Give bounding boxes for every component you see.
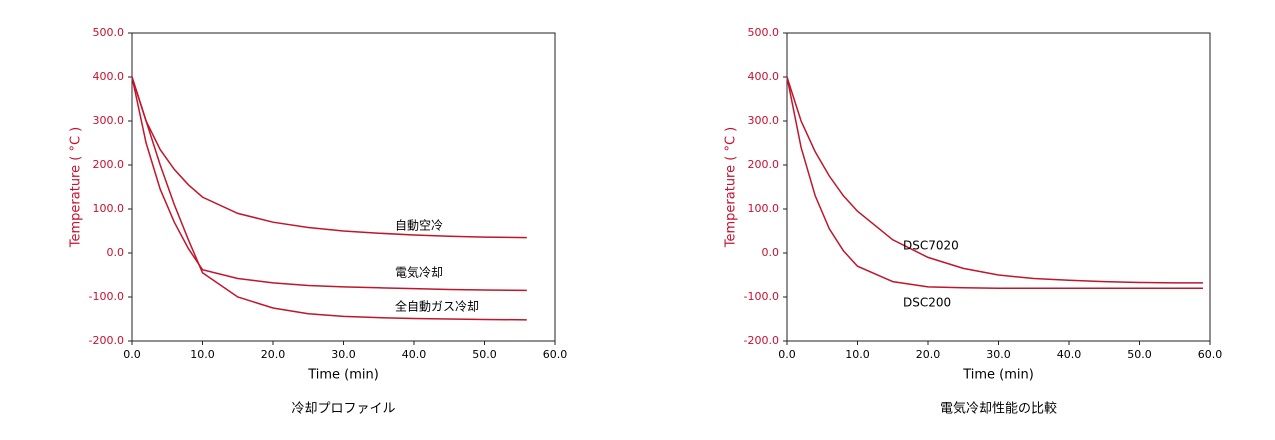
y-tick-label: 100.0 (748, 202, 780, 215)
chart-caption: 冷却プロファイル (291, 402, 395, 417)
y-tick-label: 400.0 (93, 70, 125, 83)
x-tick-label: 40.0 (402, 348, 427, 361)
y-tick-label: -200.0 (744, 334, 779, 347)
y-tick-label: 200.0 (748, 158, 780, 171)
y-tick-label: 0.0 (762, 246, 780, 259)
y-tick-label: -200.0 (89, 334, 124, 347)
x-tick-label: 60.0 (543, 348, 568, 361)
y-tick-label: 0.0 (107, 246, 125, 259)
y-axis-label: Temperature ( °C ) (724, 127, 739, 248)
y-tick-label: -100.0 (744, 290, 779, 303)
y-tick-label: 300.0 (93, 114, 125, 127)
x-tick-label: 0.0 (123, 348, 141, 361)
y-tick-label: 500.0 (748, 26, 780, 39)
line (131, 76, 527, 239)
x-tick-label: 30.0 (986, 348, 1011, 361)
plot-frame (131, 32, 556, 342)
x-tick-label: 20.0 (916, 348, 941, 361)
y-tick-label: -100.0 (89, 290, 124, 303)
x-tick-label: 10.0 (845, 348, 870, 361)
x-axis-label: Time (min) (962, 368, 1034, 383)
line-label: 全自動ガス冷却 (395, 299, 479, 314)
line (786, 76, 1203, 289)
line-label: DSC200 (903, 296, 951, 310)
line-label: 自動空冷 (395, 219, 443, 233)
line (786, 76, 1203, 284)
y-tick-label: 400.0 (748, 70, 780, 83)
x-tick-label: 40.0 (1057, 348, 1082, 361)
line-label: DSC7020 (903, 239, 959, 253)
x-tick-label: 60.0 (1198, 348, 1223, 361)
y-tick-label: 300.0 (748, 114, 780, 127)
chart-caption: 電気冷却性能の比較 (940, 401, 1057, 417)
y-tick-label: 500.0 (93, 26, 125, 39)
x-tick-label: 10.0 (190, 348, 215, 361)
y-tick-label: 100.0 (93, 202, 125, 215)
x-tick-label: 0.0 (778, 348, 796, 361)
y-tick-label: 200.0 (93, 158, 125, 171)
x-tick-label: 50.0 (1127, 348, 1152, 361)
line (131, 76, 527, 292)
x-tick-label: 50.0 (472, 348, 497, 361)
y-axis-label: Temperature ( °C ) (69, 127, 84, 248)
x-axis-label: Time (min) (307, 368, 379, 383)
x-tick-label: 30.0 (331, 348, 356, 361)
x-tick-label: 20.0 (261, 348, 286, 361)
plot-frame (786, 32, 1211, 342)
line-label: 電気冷却 (395, 265, 443, 280)
line (131, 76, 527, 321)
